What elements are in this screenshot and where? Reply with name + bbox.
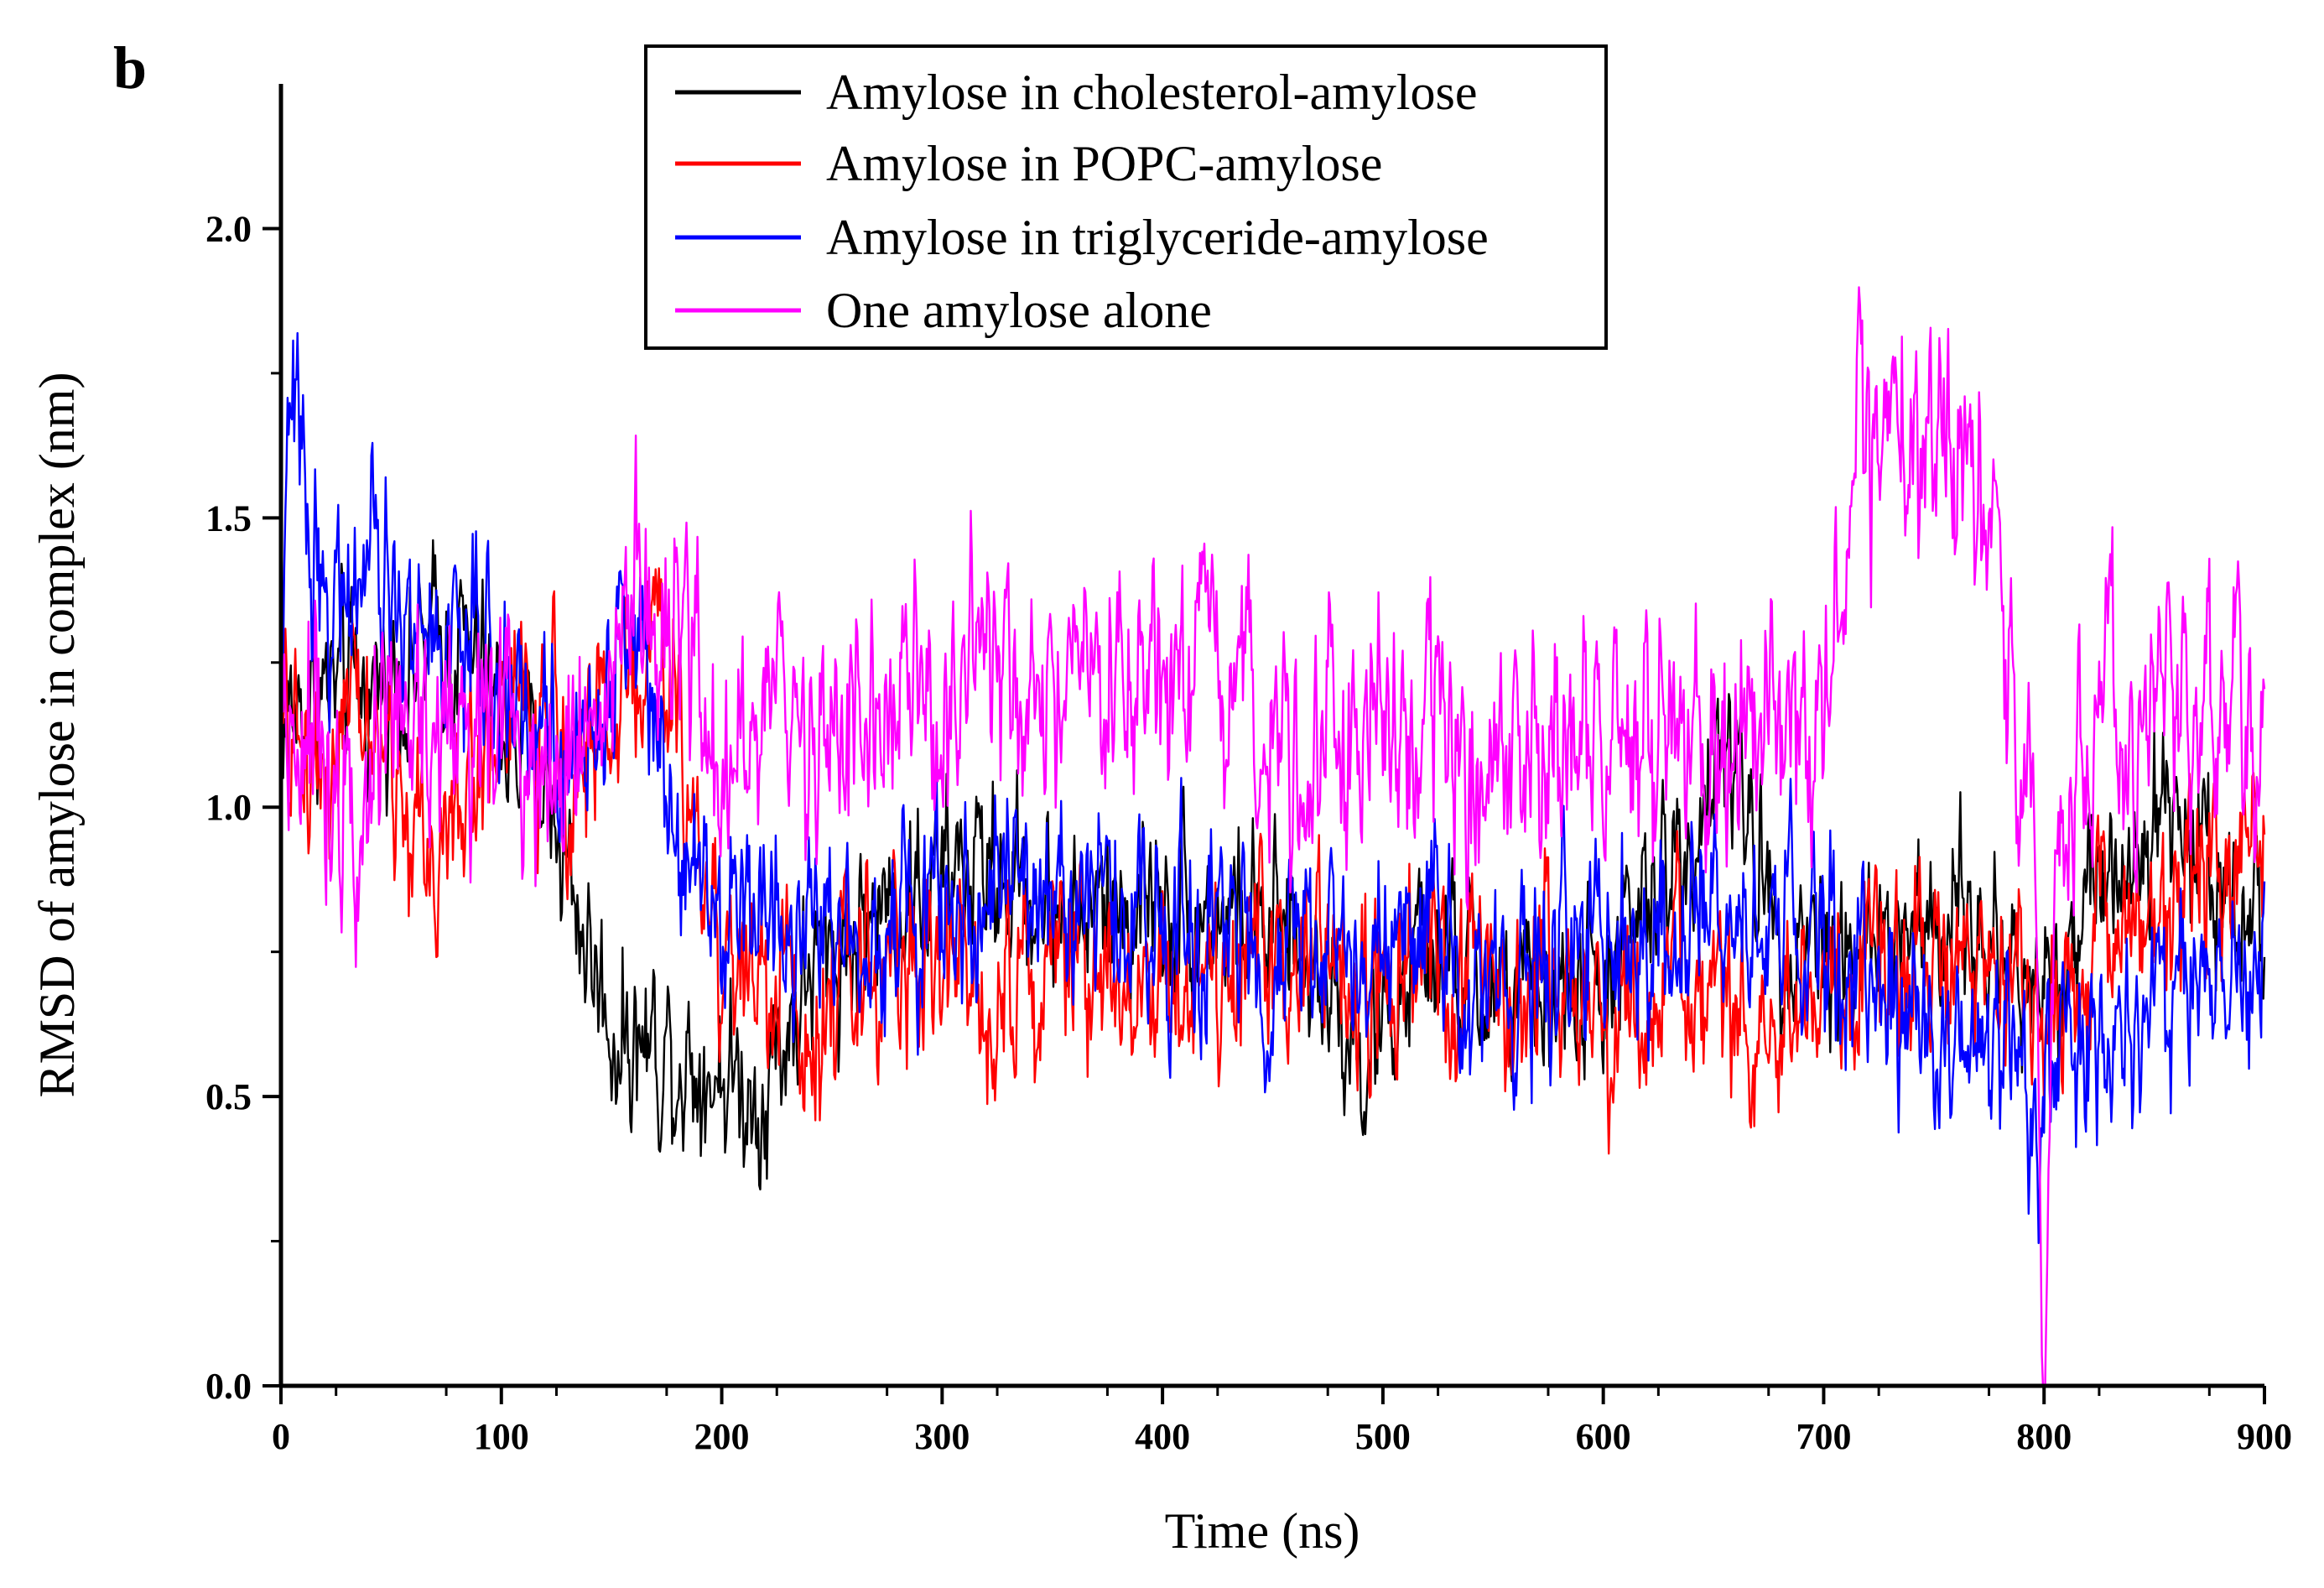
legend: Amylose in cholesterol-amylose Amylose i…	[644, 44, 1608, 350]
panel-label: b	[113, 34, 147, 102]
x-tick-label: 0	[272, 1416, 290, 1457]
y-tick-label: 2.0	[205, 208, 252, 249]
series-layer	[279, 286, 2266, 1388]
x-tick-label: 900	[2237, 1416, 2292, 1457]
legend-label-popc: Amylose in POPC-amylose	[826, 136, 1382, 191]
x-tick-label: 400	[1135, 1416, 1190, 1457]
y-tick-label: 0.0	[205, 1366, 252, 1407]
x-tick-label: 300	[914, 1416, 970, 1457]
legend-box	[644, 44, 1608, 350]
y-tick-label: 1.5	[205, 497, 252, 539]
x-tick-label: 800	[2016, 1416, 2072, 1457]
x-tick-label: 600	[1576, 1416, 1631, 1457]
y-tick-label: 1.0	[205, 787, 252, 828]
x-tick-label: 200	[694, 1416, 750, 1457]
y-tick-label: 0.5	[205, 1076, 252, 1117]
x-axis-title: Time (ns)	[1165, 1503, 1360, 1559]
legend-label-alone: One amylose alone	[826, 283, 1212, 338]
ticks-layer: 0 100 200 300 400 500 600 700 800 900 0.0 0.5 1.0 1.5…	[205, 208, 2292, 1457]
x-tick-label: 700	[1796, 1416, 1851, 1457]
x-tick-label: 100	[474, 1416, 529, 1457]
axes-layer	[278, 84, 2264, 1388]
series-line-1	[279, 539, 2266, 1191]
legend-label-cholesterol: Amylose in cholesterol-amylose	[826, 65, 1477, 120]
x-tick-label: 500	[1355, 1416, 1411, 1457]
legend-label-triglyceride: Amylose in triglyceride-amylose	[826, 210, 1489, 265]
y-axis-title: RMSD of amylose in complex (nm)	[29, 372, 85, 1098]
series-line-4	[280, 286, 2266, 1388]
